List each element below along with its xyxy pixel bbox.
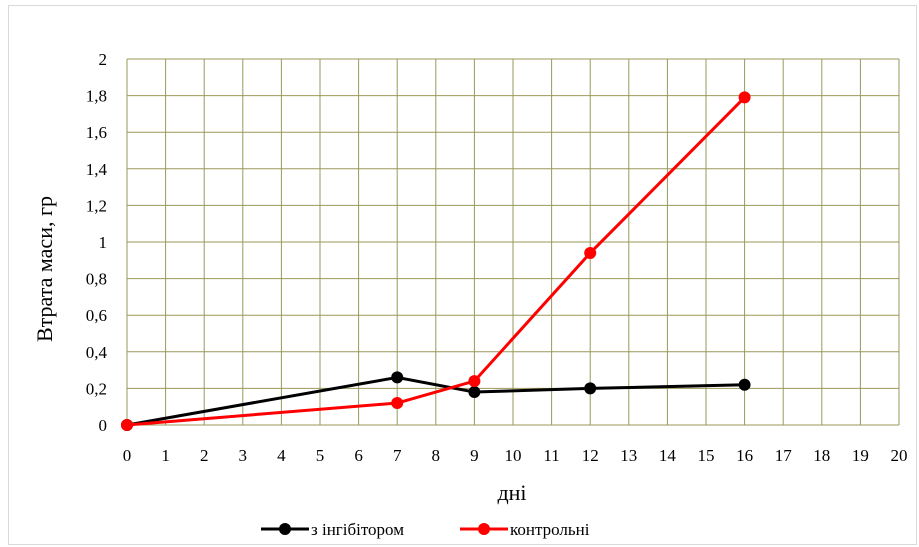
y-tick-label: 0,4	[86, 343, 108, 362]
x-tick-label: 16	[736, 446, 753, 465]
x-tick-label: 0	[123, 446, 132, 465]
x-tick-label: 6	[354, 446, 363, 465]
x-tick-label: 19	[852, 446, 869, 465]
y-tick-label: 0	[99, 416, 108, 435]
data-point	[738, 378, 751, 391]
y-tick-label: 1,4	[86, 160, 108, 179]
x-tick-label: 14	[659, 446, 677, 465]
x-axis-title: дні	[497, 480, 526, 505]
data-point	[584, 382, 597, 395]
legend-marker-control	[478, 523, 490, 535]
x-tick-label: 18	[813, 446, 830, 465]
data-point	[391, 397, 404, 410]
x-tick-label: 15	[698, 446, 715, 465]
chart-area	[8, 5, 917, 545]
y-tick-label: 0,2	[86, 379, 107, 398]
series-control	[121, 91, 751, 431]
legend-label-with-inhibitor: з інгібітором	[311, 520, 404, 539]
x-tick-label: 7	[393, 446, 402, 465]
x-axis-ticks: 0 1 2 3 4 5 6 7 8 9 10 11 12 13 14 15 16 17 18 19 20	[123, 446, 908, 465]
data-point	[468, 386, 481, 399]
data-point	[391, 371, 404, 384]
data-point	[584, 246, 597, 259]
y-tick-label: 0,8	[86, 270, 107, 289]
x-tick-label: 10	[505, 446, 522, 465]
y-tick-label: 1,2	[86, 196, 107, 215]
y-tick-label: 1	[99, 233, 108, 252]
data-point	[468, 375, 481, 388]
data-point	[121, 419, 133, 431]
x-tick-label: 11	[543, 446, 559, 465]
x-tick-label: 20	[891, 446, 908, 465]
x-tick-label: 12	[582, 446, 599, 465]
legend-marker-with-inhibitor	[279, 523, 291, 535]
x-tick-label: 3	[239, 446, 248, 465]
data-point	[738, 91, 751, 104]
y-tick-label: 2	[99, 50, 108, 69]
y-axis-ticks: 0 0,2 0,4 0,6 0,8 1 1,2 1,4 1,6 1,8 2	[86, 50, 108, 435]
y-axis-title: Втрата маси, гр	[32, 196, 57, 342]
series-layer	[121, 91, 751, 431]
y-tick-label: 0,6	[86, 306, 107, 325]
x-tick-label: 8	[432, 446, 441, 465]
x-tick-label: 17	[775, 446, 793, 465]
x-tick-label: 13	[620, 446, 637, 465]
grid-lines	[126, 58, 900, 426]
y-tick-label: 1,8	[86, 87, 107, 106]
x-tick-label: 2	[200, 446, 209, 465]
legend-item-with-inhibitor: з інгібітором	[261, 520, 404, 539]
x-tick-label: 9	[470, 446, 479, 465]
legend: з інгібітором контрольні	[261, 520, 590, 539]
legend-item-control: контрольні	[460, 520, 590, 539]
legend-label-control: контрольні	[510, 520, 590, 539]
y-tick-label: 1,6	[86, 123, 107, 142]
x-tick-label: 4	[277, 446, 286, 465]
x-tick-label: 1	[161, 446, 170, 465]
x-tick-label: 5	[316, 446, 325, 465]
